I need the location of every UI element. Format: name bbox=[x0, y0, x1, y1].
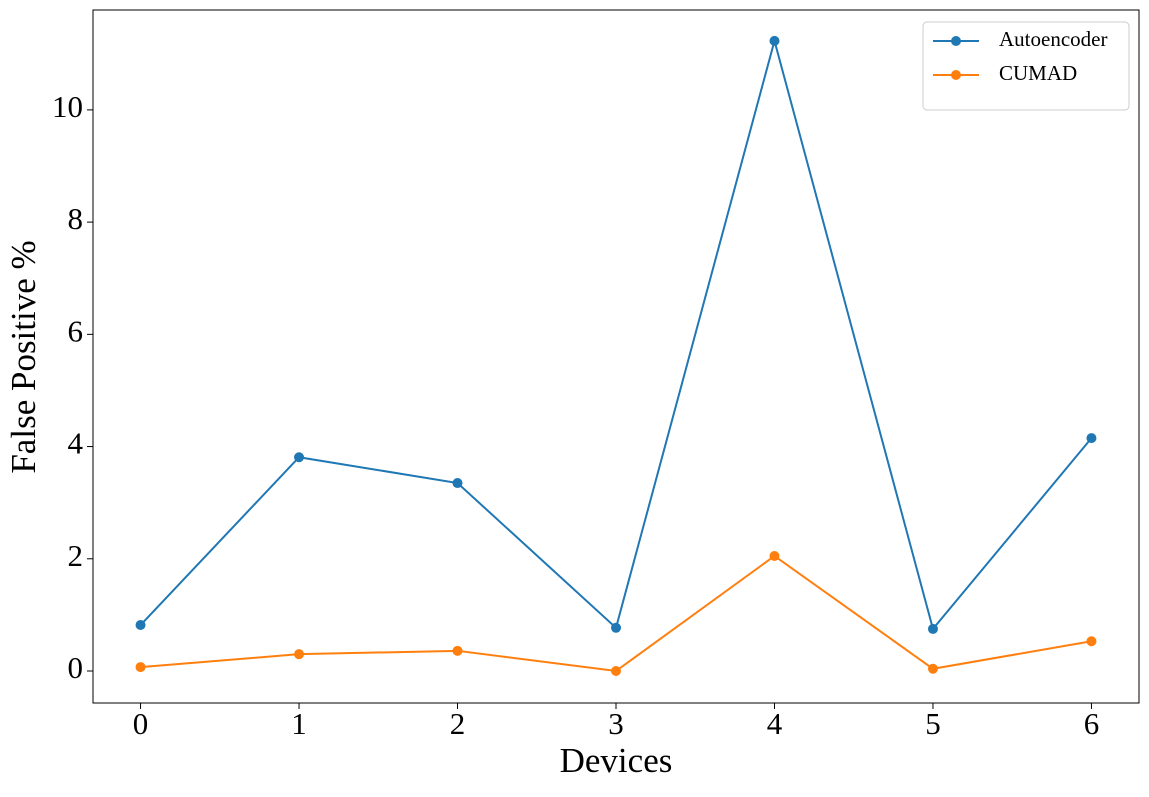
y-tick-label: 0 bbox=[68, 650, 84, 685]
y-tick-label: 10 bbox=[52, 89, 83, 124]
x-tick-label: 4 bbox=[767, 706, 783, 741]
data-point bbox=[611, 666, 621, 677]
plot-frame bbox=[92, 9, 1140, 704]
data-point bbox=[1086, 636, 1097, 647]
series-line bbox=[139, 37, 1093, 632]
x-tick-label: 2 bbox=[450, 706, 466, 741]
y-tick-label: 6 bbox=[68, 313, 84, 348]
x-tick-label: 0 bbox=[133, 706, 149, 741]
legend-label: CUMAD bbox=[999, 61, 1077, 85]
legend-marker bbox=[951, 36, 961, 46]
x-tick-label: 3 bbox=[608, 706, 624, 741]
x-tick-label: 6 bbox=[1084, 706, 1100, 741]
data-point bbox=[135, 620, 146, 631]
y-tick-label: 8 bbox=[68, 201, 84, 236]
legend-box bbox=[922, 21, 1130, 111]
data-point bbox=[769, 35, 780, 46]
data-point bbox=[927, 663, 938, 674]
y-axis-label: False Positive % bbox=[4, 240, 43, 473]
data-point bbox=[452, 645, 463, 656]
legend-marker bbox=[951, 70, 961, 80]
data-point bbox=[927, 623, 938, 634]
data-point bbox=[1086, 433, 1097, 444]
y-tick-label: 2 bbox=[68, 538, 84, 573]
data-point bbox=[135, 662, 146, 673]
data-point bbox=[294, 649, 305, 660]
data-point bbox=[611, 622, 621, 633]
x-tick-label: 5 bbox=[925, 706, 941, 741]
legend-label: Autoencoder bbox=[999, 27, 1107, 51]
data-point bbox=[769, 550, 780, 561]
data-point bbox=[452, 478, 463, 489]
series-line bbox=[140, 554, 1092, 673]
x-tick-label: 1 bbox=[291, 706, 307, 741]
data-point bbox=[294, 452, 305, 463]
x-axis-label: Devices bbox=[560, 741, 673, 780]
y-tick-label: 4 bbox=[68, 426, 84, 461]
